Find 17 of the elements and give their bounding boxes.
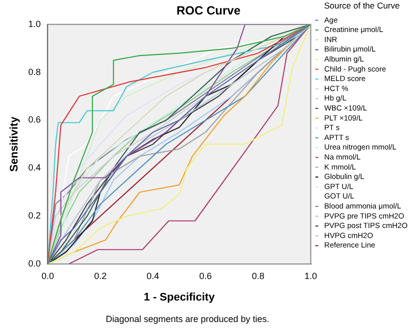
y-tick-label: 0.4: [28, 162, 41, 173]
y-tick-label: 0.0: [28, 258, 41, 268]
x-tick-label: 1.0: [304, 270, 318, 281]
y-tick-label: 0.2: [28, 210, 41, 221]
x-tick-label: 0.4: [146, 270, 160, 281]
x-tick-label: 0.0: [41, 270, 54, 281]
chart-title: ROC Curve: [176, 4, 241, 18]
x-axis-title: 1 - Specificity: [144, 291, 216, 304]
y-tick-label: 0.6: [28, 114, 41, 125]
text: Diagonal segments are produced by ties.: [106, 314, 270, 324]
x-tick-label: 0.8: [252, 270, 264, 281]
legend-title: Source of the Curve: [324, 0, 400, 11]
y-tick-label: 0.8: [28, 66, 41, 77]
y-tick-label: 1.0: [28, 18, 41, 29]
y-axis-title: Sensitivity: [8, 116, 21, 172]
x-tick-label: 0.6: [199, 270, 212, 281]
x-tick-label: 0.2: [94, 270, 107, 281]
